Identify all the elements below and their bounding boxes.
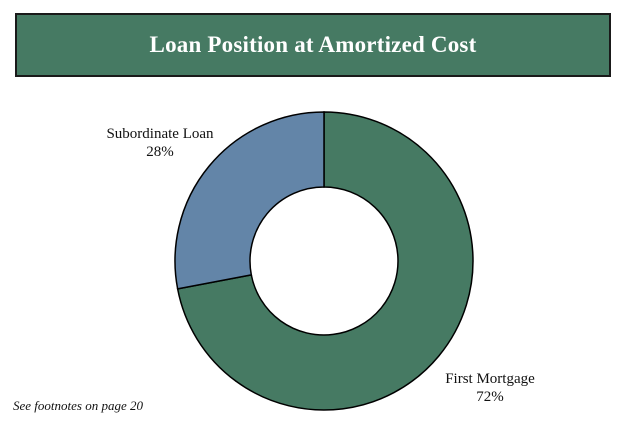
slice-first-mortgage [176, 111, 474, 411]
page-title: Loan Position at Amortized Cost [149, 32, 477, 57]
slice-label-subordinate-loan: Subordinate Loan [106, 126, 214, 142]
footnote: See footnotes on page 20 [13, 398, 143, 413]
title-banner: Loan Position at Amortized Cost [15, 13, 611, 77]
slice-subordinate-loan [174, 111, 325, 290]
slice-label-first-mortgage: First Mortgage [445, 371, 535, 387]
slice-value-subordinate-loan: 28% [146, 144, 174, 160]
chart-labels: First Mortgage 72% Subordinate Loan 28% [106, 126, 535, 405]
slice-value-first-mortgage: 72% [476, 389, 504, 405]
chart-slices [174, 111, 474, 411]
